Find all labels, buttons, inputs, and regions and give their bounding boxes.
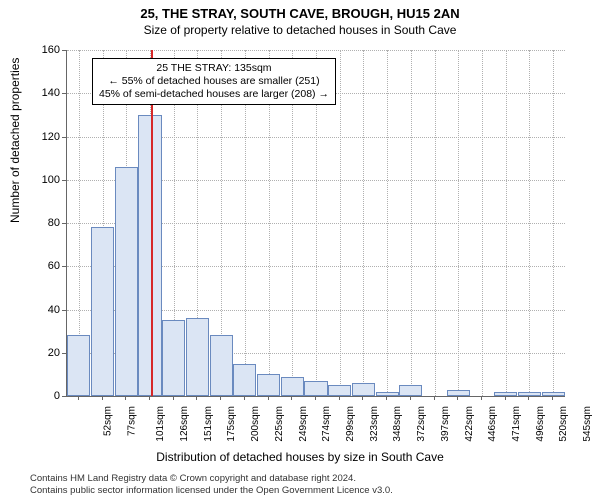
gridline-v [363,50,364,396]
x-tick-label: 101sqm [155,406,166,442]
chart-title: 25, THE STRAY, SOUTH CAVE, BROUGH, HU15 … [0,0,600,21]
histogram-bar [304,381,327,396]
footer-line-1: Contains HM Land Registry data © Crown c… [30,473,393,484]
footer-line-2: Contains public sector information licen… [30,485,393,496]
x-tick-mark [362,396,363,400]
y-tick-label: 120 [30,131,60,143]
histogram-bar [115,167,138,396]
gridline-v [458,50,459,396]
x-tick-mark [386,396,387,400]
x-axis-label: Distribution of detached houses by size … [0,450,600,464]
gridline-v [506,50,507,396]
x-tick-label: 372sqm [416,406,427,442]
y-tick-mark [62,50,66,51]
gridline-v [435,50,436,396]
y-tick-label: 100 [30,174,60,186]
x-tick-mark [528,396,529,400]
gridline-v [340,50,341,396]
histogram-bar [257,374,280,396]
x-tick-label: 52sqm [102,406,113,436]
x-tick-label: 249sqm [298,406,309,442]
x-tick-label: 200sqm [250,406,261,442]
x-tick-mark [505,396,506,400]
histogram-bar [67,335,90,396]
x-tick-mark [173,396,174,400]
y-tick-label: 0 [30,390,60,402]
histogram-bar [352,383,375,396]
y-axis-label: Number of detached properties [8,58,22,223]
x-tick-label: 397sqm [440,406,451,442]
x-tick-mark [410,396,411,400]
x-tick-mark [149,396,150,400]
x-tick-label: 520sqm [559,406,570,442]
footer-attribution: Contains HM Land Registry data © Crown c… [30,473,393,496]
x-tick-label: 471sqm [511,406,522,442]
gridline-v [529,50,530,396]
x-tick-label: 323sqm [369,406,380,442]
y-tick-mark [62,353,66,354]
x-tick-mark [78,396,79,400]
histogram-bar [281,377,304,396]
y-tick-label: 20 [30,347,60,359]
y-tick-label: 40 [30,304,60,316]
x-tick-label: 77sqm [126,406,137,436]
x-tick-mark [481,396,482,400]
annotation-line-3: 45% of semi-detached houses are larger (… [99,88,329,101]
histogram-bar [233,364,256,396]
y-tick-mark [62,137,66,138]
x-tick-label: 348sqm [393,406,404,442]
y-tick-mark [62,266,66,267]
histogram-bar [210,335,233,396]
x-tick-label: 422sqm [464,406,475,442]
x-tick-mark [220,396,221,400]
histogram-bar [186,318,209,396]
x-tick-mark [457,396,458,400]
y-tick-label: 80 [30,217,60,229]
y-tick-mark [62,396,66,397]
x-tick-mark [268,396,269,400]
histogram-bar [399,385,422,396]
y-tick-mark [62,310,66,311]
x-tick-mark [196,396,197,400]
x-tick-label: 151sqm [203,406,214,442]
chart-subtitle: Size of property relative to detached ho… [0,21,600,37]
gridline-v [411,50,412,396]
x-tick-label: 446sqm [487,406,498,442]
x-tick-label: 175sqm [227,406,238,442]
y-tick-mark [62,180,66,181]
x-tick-mark [339,396,340,400]
y-tick-label: 60 [30,260,60,272]
x-tick-mark [102,396,103,400]
y-tick-label: 160 [30,44,60,56]
histogram-bar [91,227,114,396]
gridline-v [553,50,554,396]
annotation-line-2: ← 55% of detached houses are smaller (25… [99,75,329,88]
x-tick-mark [434,396,435,400]
x-tick-mark [315,396,316,400]
annotation-line-1: 25 THE STRAY: 135sqm [99,62,329,75]
y-tick-mark [62,223,66,224]
histogram-bar [162,320,185,396]
histogram-bar [494,392,517,396]
histogram-bar [328,385,351,396]
x-tick-label: 126sqm [179,406,190,442]
x-tick-label: 496sqm [535,406,546,442]
x-tick-label: 545sqm [582,406,593,442]
x-tick-mark [244,396,245,400]
x-tick-mark [552,396,553,400]
gridline-v [482,50,483,396]
y-tick-mark [62,93,66,94]
x-tick-label: 299sqm [345,406,356,442]
x-tick-mark [125,396,126,400]
x-tick-label: 274sqm [321,406,332,442]
y-tick-label: 140 [30,87,60,99]
x-tick-label: 225sqm [274,406,285,442]
gridline-v [387,50,388,396]
x-tick-mark [291,396,292,400]
annotation-box: 25 THE STRAY: 135sqm← 55% of detached ho… [92,58,336,105]
